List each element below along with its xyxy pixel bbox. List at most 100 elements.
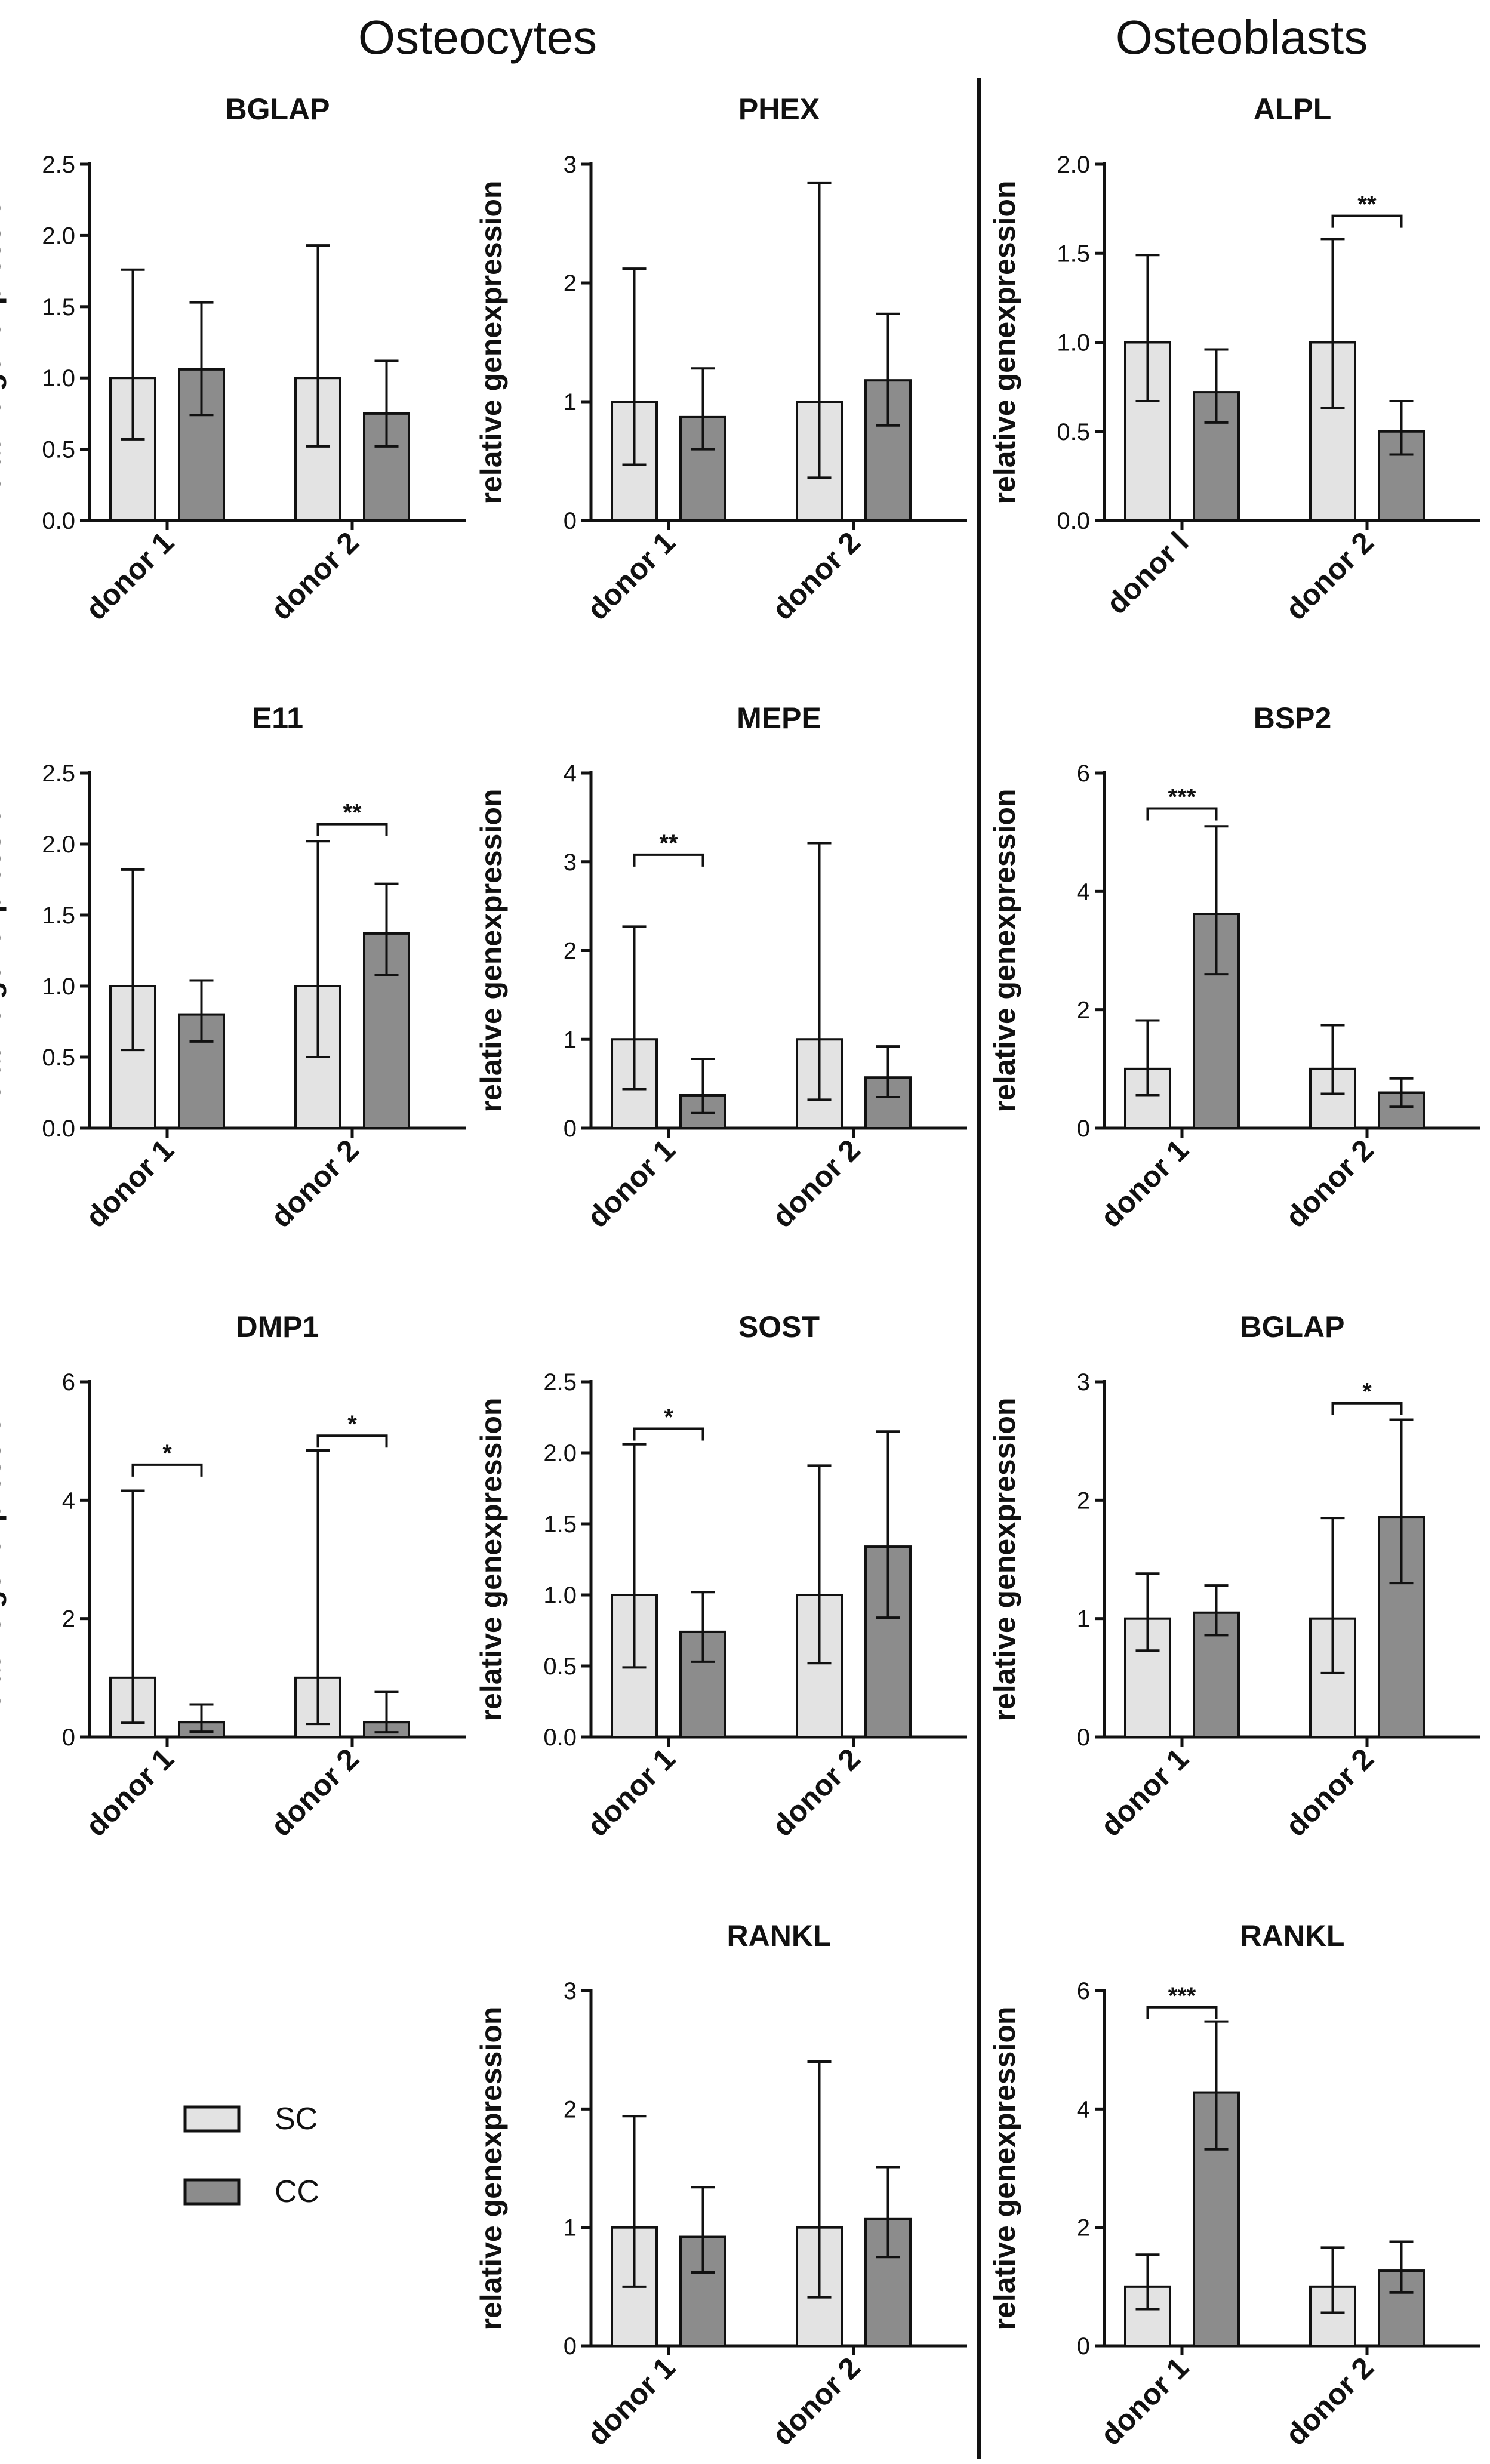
x-tick-label: donor 1 bbox=[581, 1742, 682, 1843]
y-tick-label: 2 bbox=[1077, 2215, 1090, 2241]
x-tick-label: donor 1 bbox=[581, 2351, 682, 2451]
significance-bracket bbox=[633, 1427, 704, 1441]
x-tick-label: donor 1 bbox=[1094, 1133, 1195, 1234]
significance-label: * bbox=[1362, 1379, 1372, 1405]
y-axis-label: relative genexpression bbox=[475, 2007, 508, 2330]
significance-label: *** bbox=[1168, 1983, 1196, 2009]
x-tick-label: donor 2 bbox=[1279, 1742, 1380, 1843]
x-tick-label: donor 2 bbox=[766, 525, 867, 626]
significance-label: *** bbox=[1168, 784, 1196, 811]
chart-oc-phex: PHEX relative genexpression 0 1 2 3 donor 1 don… bbox=[475, 93, 967, 626]
y-axis-label: relative genexpression bbox=[0, 181, 7, 504]
chart-title: RANKL bbox=[1240, 1919, 1345, 1952]
x-tick-label: donor 1 bbox=[79, 525, 180, 626]
y-tick-label: 1.5 bbox=[543, 1511, 577, 1538]
significance-label: * bbox=[664, 1405, 673, 1431]
bar-sc-1 bbox=[109, 985, 156, 1129]
chart-ob-rankl: RANKL relative genexpression 0 2 4 6 donor 1 do… bbox=[988, 1919, 1480, 2451]
y-tick-label: 2.0 bbox=[42, 831, 75, 858]
significance-bracket bbox=[316, 823, 388, 836]
y-tick-label: 2 bbox=[564, 938, 577, 965]
y-tick-label: 1.0 bbox=[42, 365, 75, 392]
y-tick-label: 1 bbox=[564, 389, 577, 415]
y-axis-label: relative genexpression bbox=[475, 789, 508, 1113]
y-tick-label: 1 bbox=[564, 1027, 577, 1053]
x-tick-label: donor 2 bbox=[766, 1742, 867, 1843]
y-tick-label: 4 bbox=[1077, 879, 1090, 905]
x-tick-label: donor 1 bbox=[79, 1742, 180, 1843]
y-tick-label: 2 bbox=[1077, 997, 1090, 1024]
y-axis-label: relative genexpression bbox=[475, 181, 508, 504]
chart-ob-bglap: BGLAP relative genexpression 0 1 2 3 donor 1 do… bbox=[988, 1310, 1480, 1843]
legend-label-cc: CC bbox=[275, 2175, 319, 2209]
y-tick-label: 0 bbox=[564, 508, 577, 534]
y-tick-label: 1.5 bbox=[42, 294, 75, 321]
y-tick-label: 0 bbox=[564, 2333, 577, 2360]
y-tick-label: 1.5 bbox=[42, 903, 75, 929]
x-tick-label: donor 1 bbox=[1094, 2351, 1195, 2451]
legend-swatch-sc bbox=[183, 2105, 241, 2133]
legend: SC CC bbox=[183, 2102, 319, 2209]
x-tick-label: donor 2 bbox=[766, 1133, 867, 1234]
y-axis-label: relative genexpression bbox=[988, 181, 1021, 504]
y-tick-label: 3 bbox=[564, 1978, 577, 2004]
y-tick-label: 2.0 bbox=[543, 1440, 577, 1467]
significance-bracket bbox=[1331, 1402, 1403, 1415]
y-tick-label: 4 bbox=[1077, 2096, 1090, 2123]
y-tick-label: 1.0 bbox=[543, 1582, 577, 1609]
chart-title: PHEX bbox=[738, 93, 820, 126]
chart-oc-e11: E11 relative genexpression 0.0 0.5 1.0 1.5 2.0… bbox=[0, 701, 466, 1234]
x-tick-label: donor 2 bbox=[1279, 525, 1380, 626]
y-tick-label: 3 bbox=[1077, 1369, 1090, 1396]
chart-title: DMP1 bbox=[236, 1310, 319, 1344]
chart-ob-alpl: ALPL relative genexpression 0.0 0.5 1.0 1.5 2.… bbox=[988, 93, 1480, 626]
y-tick-label: 0 bbox=[1077, 2333, 1090, 2360]
chart-title: ALPL bbox=[1254, 93, 1332, 126]
chart-oc-mepe: MEPE relative genexpression 0 1 2 3 4 donor 1 do… bbox=[475, 701, 967, 1234]
significance-label: ** bbox=[343, 800, 362, 826]
y-axis-label: relative genexpression bbox=[988, 789, 1021, 1113]
y-tick-label: 2.0 bbox=[42, 223, 75, 249]
y-tick-label: 2 bbox=[1077, 1487, 1090, 1514]
chart-oc-dmp1: DMP1 relative genexpression 0 2 4 6 donor 1 don… bbox=[0, 1310, 466, 1843]
chart-title: BGLAP bbox=[1240, 1310, 1345, 1344]
x-tick-label: donor 2 bbox=[264, 1742, 365, 1843]
y-tick-label: 0.5 bbox=[42, 1045, 75, 1071]
y-tick-label: 1.0 bbox=[42, 974, 75, 1000]
y-tick-label: 3 bbox=[564, 152, 577, 178]
chart-title: MEPE bbox=[737, 701, 821, 735]
x-tick-label: donor 2 bbox=[264, 1133, 365, 1234]
y-tick-label: 0.0 bbox=[42, 1116, 75, 1142]
section-title-osteoblasts: Osteoblasts bbox=[1116, 11, 1368, 64]
section-title-osteocytes: Osteocytes bbox=[358, 11, 597, 64]
y-tick-label: 0.5 bbox=[1057, 419, 1090, 445]
y-tick-label: 1.5 bbox=[1057, 241, 1090, 267]
bar-cc-2 bbox=[864, 1076, 912, 1130]
chart-title: RANKL bbox=[727, 1919, 832, 1952]
y-tick-label: 6 bbox=[1077, 1978, 1090, 2004]
x-tick-label: donor 2 bbox=[264, 525, 365, 626]
x-tick-label: donor 1 bbox=[79, 1133, 180, 1234]
chart-oc-sost: SOST relative genexpression 0.0 0.5 1.0 1.5 2.… bbox=[475, 1310, 967, 1843]
x-tick-label: donor 1 bbox=[1094, 1742, 1195, 1843]
significance-bracket bbox=[131, 1463, 203, 1477]
x-tick-label: donor l bbox=[1100, 525, 1195, 620]
chart-title: E11 bbox=[252, 701, 303, 735]
y-tick-label: 0.0 bbox=[543, 1724, 577, 1751]
chart-ob-bsp2: BSP2 relative genexpression 0 2 4 6 donor 1 don… bbox=[988, 701, 1480, 1234]
y-tick-label: 1 bbox=[564, 2215, 577, 2241]
y-tick-label: 0.5 bbox=[42, 437, 75, 463]
y-tick-label: 0 bbox=[1077, 1724, 1090, 1751]
x-tick-label: donor 2 bbox=[1279, 1133, 1380, 1234]
significance-label: ** bbox=[1357, 192, 1377, 218]
y-axis-label: relative genexpression bbox=[0, 1398, 7, 1721]
bar-cc-1 bbox=[679, 2235, 726, 2348]
y-tick-label: 2.0 bbox=[1057, 152, 1090, 178]
y-tick-label: 2 bbox=[62, 1606, 75, 1633]
x-tick-label: donor 1 bbox=[581, 525, 682, 626]
chart-title: SOST bbox=[738, 1310, 820, 1344]
y-tick-label: 0 bbox=[1077, 1116, 1090, 1142]
y-tick-label: 2 bbox=[564, 270, 577, 297]
legend-swatch-cc bbox=[183, 2178, 241, 2206]
